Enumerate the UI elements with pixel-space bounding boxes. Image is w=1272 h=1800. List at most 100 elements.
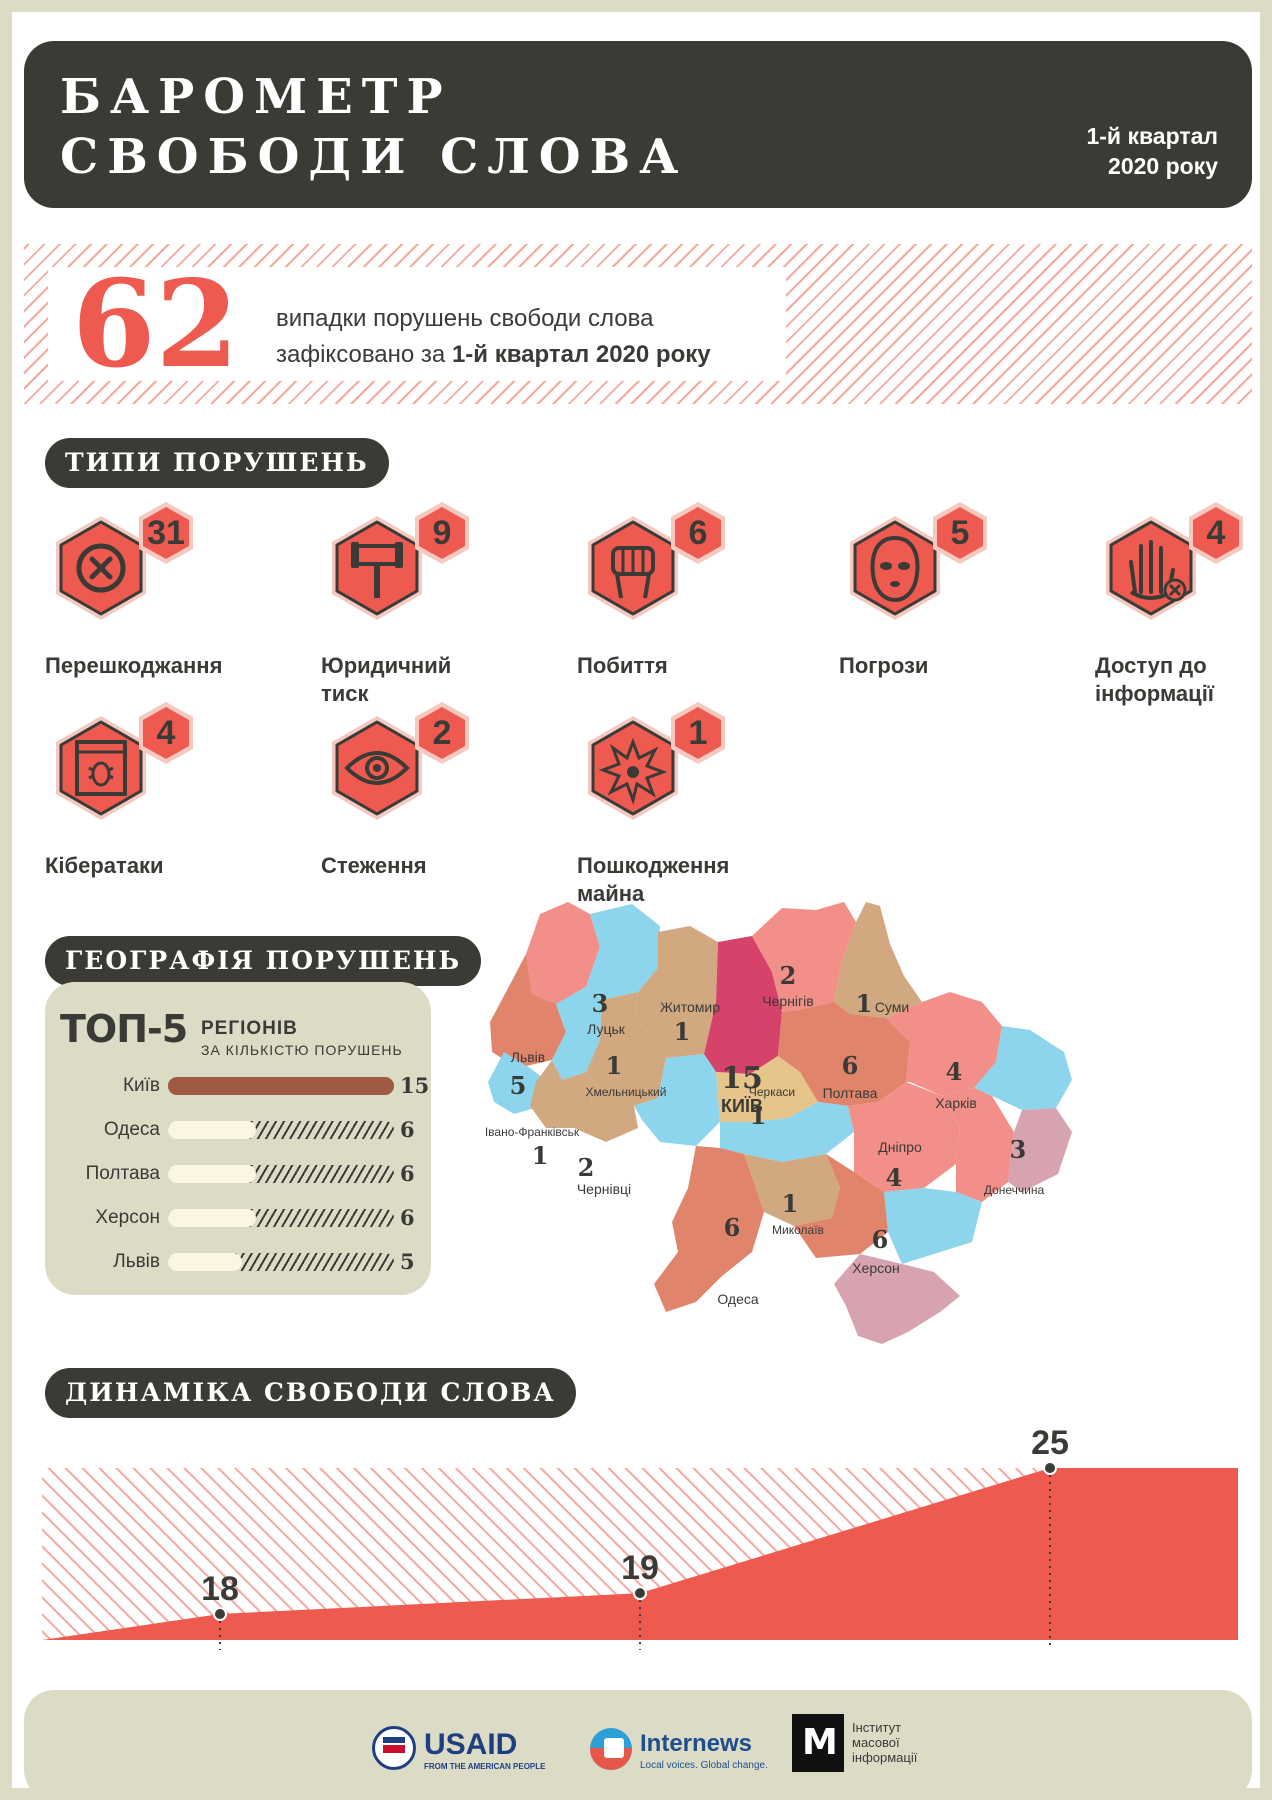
infographic-page: БАРОМЕТР СВОБОДИ СЛОВА 1-й квартал 2020 … <box>12 12 1260 1800</box>
imi-line-1: Інститут <box>852 1720 902 1735</box>
map-count-chernivtsi: 2 <box>578 1153 595 1182</box>
dynamics-chart: 18Січень19Лютий25Березень <box>42 1424 1238 1650</box>
violation-label: Кібератаки <box>45 852 305 880</box>
region-lviv <box>490 954 566 1068</box>
top5-bar-fill <box>168 1077 394 1095</box>
region-zaporizhzhia <box>884 1188 982 1264</box>
internews-globe-icon <box>590 1728 632 1770</box>
map-label-dnipro: Дніпро <box>878 1139 922 1155</box>
map-count-mykolaiv: 1 <box>782 1189 799 1218</box>
prohibited-icon <box>56 516 146 620</box>
balaclava-icon <box>850 516 940 620</box>
map-label-zhytomyr: Житомир <box>660 999 720 1015</box>
violation-label-line: Кібератаки <box>45 853 164 878</box>
violation-count: 9 <box>432 514 452 552</box>
region-occupied-donbas <box>1008 1108 1072 1192</box>
summary-panel <box>48 267 786 381</box>
period-line-1: 1-й квартал <box>1086 123 1218 149</box>
top5-region-label: Київ <box>122 1075 160 1096</box>
violation-card: 9 Юридичний тиск <box>321 502 551 706</box>
violation-label-line: тиск <box>321 681 369 706</box>
count-badge <box>1189 502 1243 564</box>
region-kherson <box>794 1154 888 1258</box>
bug-window-icon <box>56 716 146 820</box>
top5-value: 15 <box>400 1073 430 1098</box>
violation-label: Юридичний тиск <box>321 652 581 708</box>
violation-label: Доступ до інформації <box>1095 652 1272 708</box>
violation-label: Стеження <box>321 852 581 880</box>
top5-bar-track <box>168 1209 394 1227</box>
violation-label-line: Пошкодження <box>577 853 730 878</box>
top5-value: 5 <box>400 1249 415 1274</box>
violation-count: 31 <box>147 514 185 552</box>
region-luhansk <box>974 1026 1072 1110</box>
dynamics-point <box>633 1586 647 1601</box>
dynamics-value-label: 25 <box>1031 1424 1069 1462</box>
map-label-lviv: Львів <box>511 1049 545 1065</box>
violation-label-line: Перешкоджання <box>45 653 223 678</box>
region-mykolaiv <box>744 1154 840 1226</box>
top5-value: 6 <box>400 1161 415 1186</box>
violation-label-line: Доступ до <box>1095 653 1207 678</box>
top5-bar-track <box>168 1077 394 1095</box>
total-count: 62 <box>72 254 239 395</box>
summary-line-1: випадки порушень свободи слова <box>276 305 654 332</box>
footer-logos: USAID FROM THE AMERICAN PEOPLE Internews… <box>24 1690 1252 1800</box>
top5-bar-fill <box>168 1209 256 1227</box>
map-label-kharkiv: Харків <box>935 1095 977 1111</box>
violation-card: 6 Побиття <box>577 502 807 702</box>
count-badge <box>671 702 725 764</box>
top5-title: ТОП-5 <box>60 1007 188 1051</box>
map-count-sumy: 1 <box>856 989 873 1018</box>
count-badge <box>415 702 469 764</box>
map-label-kyiv: КИЇВ <box>721 1096 763 1116</box>
violation-label: Побиття <box>577 652 837 680</box>
top5-value: 6 <box>400 1205 415 1230</box>
map-label-odesa: Одеса <box>717 1291 759 1307</box>
violation-count: 6 <box>688 514 708 552</box>
map-count-kharkiv: 4 <box>946 1057 963 1086</box>
usaid-logo: USAID <box>424 1728 517 1762</box>
count-badge <box>671 502 725 564</box>
region-vinnytsia <box>634 1054 720 1146</box>
dynamics-point <box>213 1607 227 1621</box>
summary-text: випадки порушень свободи слова зафіксова… <box>276 301 711 373</box>
section-title-geo: ГЕОГРАФІЯ ПОРУШЕНЬ <box>45 936 482 986</box>
section-title-dynamics: ДИНАМІКА СВОБОДИ СЛОВА <box>45 1368 576 1418</box>
region-crimea <box>834 1254 960 1344</box>
usaid-text: USAID <box>424 1728 518 1761</box>
region-dnipro <box>848 1082 960 1192</box>
violation-card: 4 Доступ до інформації <box>1095 502 1272 706</box>
violation-label: Пошкодження майна <box>577 852 837 908</box>
region-chernivtsi <box>574 1072 638 1142</box>
map-label-chernivtsi: Чернівці <box>577 1181 631 1197</box>
region-lutsk <box>526 902 600 1004</box>
region-sumy <box>834 902 922 1018</box>
region-ternopil <box>552 987 602 1080</box>
region-rivne <box>586 904 660 1000</box>
violation-card: 4 Кібератаки <box>45 702 275 902</box>
dynamics-area <box>42 1468 1238 1640</box>
map-label-mykolaiv: Миколаїв <box>772 1223 824 1237</box>
map-label-cherkasy: Черкаси <box>749 1085 795 1099</box>
count-badge <box>139 502 193 564</box>
section-title-types: ТИПИ ПОРУШЕНЬ <box>45 438 389 488</box>
violation-count: 4 <box>1206 514 1226 552</box>
top5-region-label: Полтава <box>85 1163 160 1184</box>
explosion-icon <box>588 716 678 820</box>
summary-line-2: зафіксовано за 1-й квартал 2020 року <box>276 337 711 373</box>
top5-region-label: Львів <box>113 1251 160 1272</box>
violation-label-line: Стеження <box>321 853 427 878</box>
imi-line-3: інформації <box>852 1750 918 1765</box>
map-label-sumy: Суми <box>875 999 909 1015</box>
map-label-poltava: Полтава <box>823 1085 878 1101</box>
map-count-kherson: 6 <box>872 1225 889 1254</box>
map-count-cherkasy: 1 <box>750 1101 767 1130</box>
summary-line-2-bold: 1-й квартал 2020 року <box>451 341 711 368</box>
map-label-kherson: Херсон <box>852 1260 900 1276</box>
violation-label-line: Побиття <box>577 653 668 678</box>
violation-label-line: Юридичний <box>321 653 452 678</box>
map-count-zhytomyr: 1 <box>674 1017 691 1046</box>
title-line-2: СВОБОДИ СЛОВА <box>60 129 688 185</box>
top5-bar-fill <box>168 1121 256 1139</box>
